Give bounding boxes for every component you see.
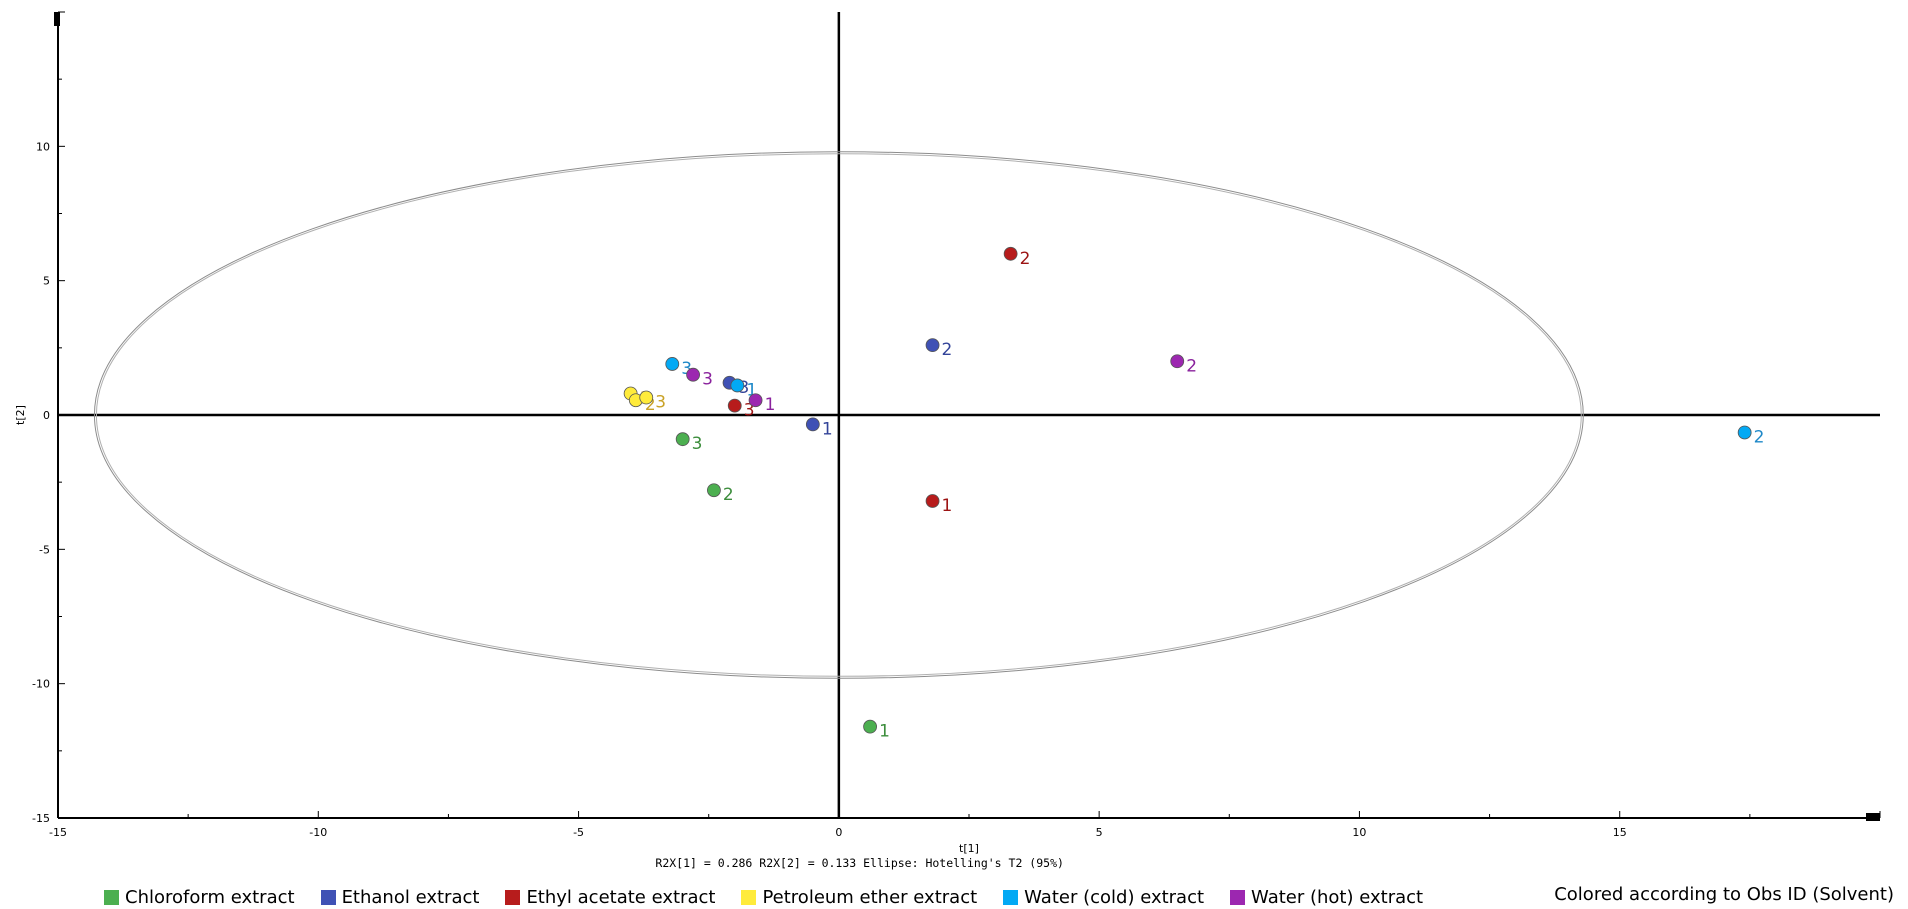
legend-label: Water (hot) extract (1251, 886, 1424, 908)
data-point (639, 390, 654, 405)
legend-item-chloroform: Chloroform extract (104, 887, 295, 908)
x-tick-label: 0 (835, 826, 842, 839)
data-point-label: 1 (822, 419, 833, 439)
x-tick-label: -10 (309, 826, 327, 839)
data-point-label: 3 (681, 359, 692, 379)
data-point (863, 719, 877, 734)
data-point-label: 3 (744, 401, 755, 421)
data-point (748, 393, 763, 408)
legend-swatch (505, 889, 521, 905)
data-point (686, 367, 700, 382)
legend-swatch (1003, 889, 1019, 905)
data-point-label: 2 (645, 395, 656, 415)
data-point (925, 338, 940, 353)
data-point-label: 3 (655, 393, 666, 413)
data-point-label: 1 (879, 722, 890, 742)
y-tick-label: 5 (43, 275, 50, 288)
y-tick-label: -10 (32, 678, 50, 691)
legend-item-petroleum-ether: Petroleum ether extract (741, 887, 977, 908)
y-axis-end-marker (54, 12, 60, 26)
chart-footer-note: R2X[1] = 0.286 R2X[2] = 0.133 Ellipse: H… (655, 856, 1064, 870)
y-tick-label: 10 (36, 140, 50, 153)
axes (54, 12, 1880, 821)
y-tick-label: 0 (43, 409, 50, 422)
data-point-label: 1 (746, 380, 757, 400)
data-point (665, 357, 680, 371)
hotelling-ellipse (93, 151, 1584, 679)
ellipse-outline (93, 151, 1584, 679)
y-axis-label: t[2] (14, 405, 27, 425)
data-point-label: 2 (1020, 249, 1031, 269)
legend-item-water-cold: Water (cold) extract (1003, 887, 1204, 908)
data-point-label: 2 (723, 485, 734, 505)
data-point (925, 494, 940, 508)
data-point-label: 1 (942, 496, 953, 516)
legend: Chloroform extract Ethanol extract Ethyl… (104, 886, 1449, 908)
data-point (727, 398, 742, 413)
data-point (1170, 354, 1185, 369)
legend-label: Ethanol extract (341, 886, 480, 908)
legend-swatch (741, 889, 757, 905)
x-axis-label: t[1] (959, 842, 979, 855)
y-tick-label: -15 (32, 812, 50, 825)
data-point-label: 3 (692, 434, 703, 454)
legend-item-water-hot: Water (hot) extract (1230, 887, 1423, 908)
legend-label: Ethyl acetate extract (526, 886, 716, 908)
legend-label: Petroleum ether extract (762, 886, 978, 908)
x-tick-label: -5 (573, 826, 584, 839)
data-points: 123123123123123123 (623, 246, 1765, 742)
axis-ticks: -15 -10 -5 0 5 10 15 -15 -10 -5 0 5 10 (32, 11, 1881, 839)
legend-label: Water (cold) extract (1024, 886, 1205, 908)
data-point-label: 1 (765, 395, 776, 415)
x-tick-label: 5 (1096, 826, 1103, 839)
legend-swatch (1230, 889, 1246, 905)
data-point (707, 483, 721, 498)
x-tick-label: 10 (1352, 826, 1366, 839)
legend-swatch (320, 889, 336, 905)
x-axis-end-marker (1866, 813, 1880, 821)
legend-item-ethyl-acetate: Ethyl acetate extract (505, 887, 715, 908)
data-point-label: 3 (739, 378, 750, 398)
legend-item-ethanol: Ethanol extract (320, 886, 480, 908)
x-tick-label: 15 (1613, 826, 1627, 839)
colored-by-note: Colored according to Obs ID (Solvent) (1554, 884, 1894, 905)
y-tick-label: -5 (39, 543, 50, 556)
data-point (675, 432, 690, 447)
data-point-label: 2 (942, 340, 953, 360)
data-point (730, 378, 745, 393)
legend-swatch (104, 889, 119, 905)
data-point (1737, 425, 1752, 440)
data-point-label: 3 (702, 370, 713, 390)
x-tick-label: -15 (49, 826, 67, 839)
data-point (805, 417, 820, 432)
data-point-label: 2 (1754, 427, 1765, 447)
data-point-label: 2 (1186, 356, 1197, 376)
ellipse-outline-inner (95, 153, 1582, 677)
data-point (1003, 246, 1018, 261)
legend-label: Chloroform extract (125, 886, 295, 908)
